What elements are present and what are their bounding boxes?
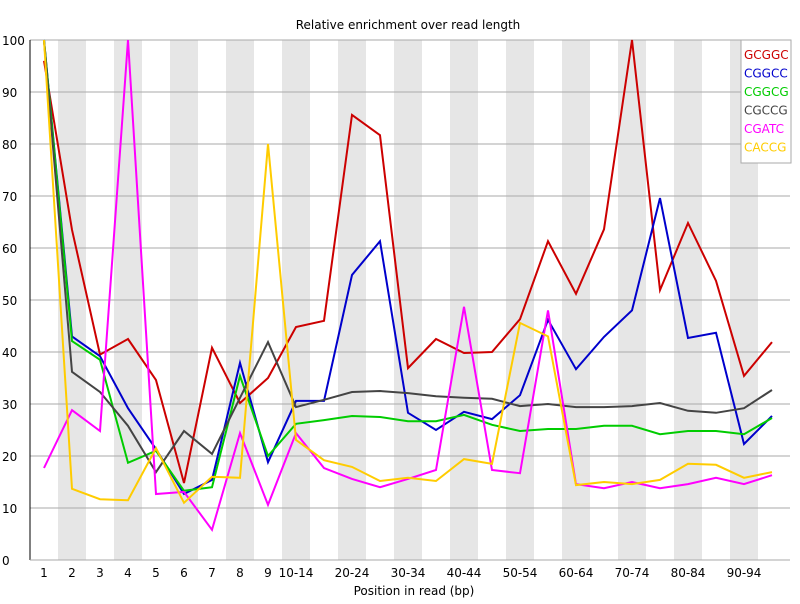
y-tick-label: 40	[2, 346, 17, 360]
x-tick-label: 2	[68, 566, 76, 580]
x-tick-label: 20-24	[335, 566, 370, 580]
axes	[29, 40, 790, 561]
y-tick-label: 10	[2, 502, 17, 516]
y-tick-label: 100	[2, 34, 25, 48]
x-tick-label: 6	[180, 566, 188, 580]
chart-title: Relative enrichment over read length	[296, 18, 521, 32]
x-tick-label: 10-14	[279, 566, 314, 580]
y-tick-label: 80	[2, 138, 17, 152]
x-tick-label: 8	[236, 566, 244, 580]
horizontal-gridlines	[30, 39, 790, 509]
legend-entry-gcggc: GCGGC	[744, 48, 789, 62]
x-tick-label: 7	[208, 566, 216, 580]
legend-entry-caccg: CACCG	[744, 141, 786, 155]
y-tick-label: 90	[2, 86, 17, 100]
series-line-cggcg	[43, 39, 773, 492]
series-line-cgccg	[43, 39, 773, 474]
legend-entry-cgatc: CGATC	[744, 122, 784, 136]
series-line-cgatc	[43, 39, 773, 533]
y-tick-label: 0	[2, 554, 10, 568]
data-series-lines	[43, 39, 773, 533]
x-tick-label: 50-54	[503, 566, 538, 580]
x-tick-label: 80-84	[671, 566, 706, 580]
x-tick-label: 60-64	[559, 566, 594, 580]
x-tick-label: 40-44	[447, 566, 482, 580]
x-tick-label: 70-74	[615, 566, 650, 580]
y-tick-label: 50	[2, 294, 17, 308]
y-axis-tick-labels: 0 10 20 30 40 50 60 70 80 90 100	[2, 34, 25, 568]
legend-entry-cggcc: CGGCC	[744, 67, 788, 81]
legend-entry-cgccg: CGCCG	[744, 104, 788, 118]
y-tick-label: 60	[2, 242, 17, 256]
series-line-caccg	[43, 39, 773, 505]
legend-box	[740, 39, 792, 164]
x-tick-label: 1	[40, 566, 48, 580]
y-tick-label: 30	[2, 398, 17, 412]
x-tick-label: 4	[124, 566, 132, 580]
x-tick-label: 5	[152, 566, 160, 580]
y-tick-label: 70	[2, 190, 17, 204]
x-axis-tick-labels: 1 2 3 4 5 6 7 8 9 10-14 20-24 30-34 40-44 50-54 60-64 7…	[40, 566, 761, 580]
x-tick-label: 30-34	[391, 566, 426, 580]
x-tick-label: 3	[96, 566, 104, 580]
x-tick-label: 90-94	[727, 566, 762, 580]
x-axis-label: Position in read (bp)	[354, 584, 475, 598]
y-tick-label: 20	[2, 450, 17, 464]
legend-entry-cggcg: CGGCG	[744, 85, 789, 99]
series-line-gcggc	[43, 39, 773, 484]
x-tick-label: 9	[264, 566, 272, 580]
legend: GCGGC CGGCC CGGCG CGCCG CGATC CACCG	[740, 39, 792, 164]
